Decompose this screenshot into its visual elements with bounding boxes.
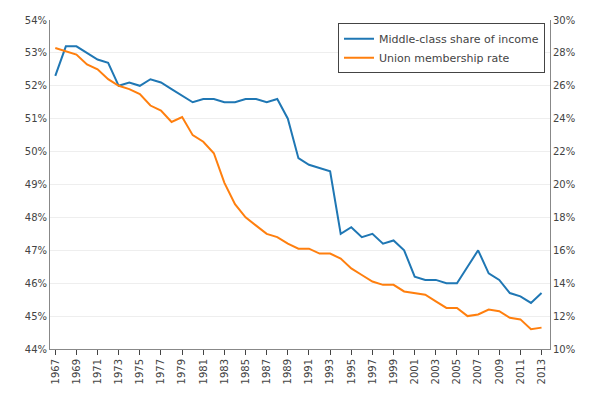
svg-text:28%: 28% bbox=[553, 47, 575, 58]
svg-text:1971: 1971 bbox=[92, 359, 103, 384]
svg-text:Middle-class share of income: Middle-class share of income bbox=[379, 33, 539, 46]
svg-text:20%: 20% bbox=[553, 179, 575, 190]
svg-text:47%: 47% bbox=[25, 245, 47, 256]
svg-text:30%: 30% bbox=[553, 15, 575, 26]
svg-text:1983: 1983 bbox=[219, 359, 230, 384]
svg-text:49%: 49% bbox=[25, 179, 47, 190]
svg-text:48%: 48% bbox=[25, 212, 47, 223]
svg-text:2011: 2011 bbox=[515, 359, 526, 384]
svg-text:46%: 46% bbox=[25, 278, 47, 289]
svg-text:54%: 54% bbox=[25, 15, 47, 26]
svg-text:1993: 1993 bbox=[324, 359, 335, 384]
svg-text:53%: 53% bbox=[25, 47, 47, 58]
svg-text:44%: 44% bbox=[25, 344, 47, 355]
svg-text:1989: 1989 bbox=[282, 359, 293, 384]
svg-text:2009: 2009 bbox=[494, 359, 505, 384]
svg-text:24%: 24% bbox=[553, 113, 575, 124]
svg-text:1973: 1973 bbox=[113, 359, 124, 384]
svg-text:2013: 2013 bbox=[536, 359, 547, 384]
svg-text:1987: 1987 bbox=[261, 359, 272, 384]
svg-text:1979: 1979 bbox=[176, 359, 187, 384]
svg-text:2005: 2005 bbox=[451, 359, 462, 384]
svg-text:51%: 51% bbox=[25, 113, 47, 124]
svg-text:2003: 2003 bbox=[430, 359, 441, 384]
svg-text:2001: 2001 bbox=[409, 359, 420, 384]
svg-text:1967: 1967 bbox=[50, 359, 61, 384]
svg-text:45%: 45% bbox=[25, 311, 47, 322]
svg-text:50%: 50% bbox=[25, 146, 47, 157]
svg-text:1991: 1991 bbox=[303, 359, 314, 384]
svg-text:1985: 1985 bbox=[240, 359, 251, 384]
svg-text:52%: 52% bbox=[25, 80, 47, 91]
svg-text:16%: 16% bbox=[553, 245, 575, 256]
svg-text:14%: 14% bbox=[553, 278, 575, 289]
svg-text:1995: 1995 bbox=[346, 359, 357, 384]
svg-text:1981: 1981 bbox=[198, 359, 209, 384]
svg-text:12%: 12% bbox=[553, 311, 575, 322]
svg-text:1999: 1999 bbox=[388, 359, 399, 384]
svg-text:2007: 2007 bbox=[472, 359, 483, 384]
svg-text:26%: 26% bbox=[553, 80, 575, 91]
svg-text:1997: 1997 bbox=[367, 359, 378, 384]
svg-text:1975: 1975 bbox=[134, 359, 145, 384]
svg-text:22%: 22% bbox=[553, 146, 575, 157]
svg-text:1977: 1977 bbox=[155, 359, 166, 384]
svg-text:Union membership rate: Union membership rate bbox=[379, 52, 510, 65]
svg-text:10%: 10% bbox=[553, 344, 575, 355]
svg-text:18%: 18% bbox=[553, 212, 575, 223]
svg-text:1969: 1969 bbox=[71, 359, 82, 384]
